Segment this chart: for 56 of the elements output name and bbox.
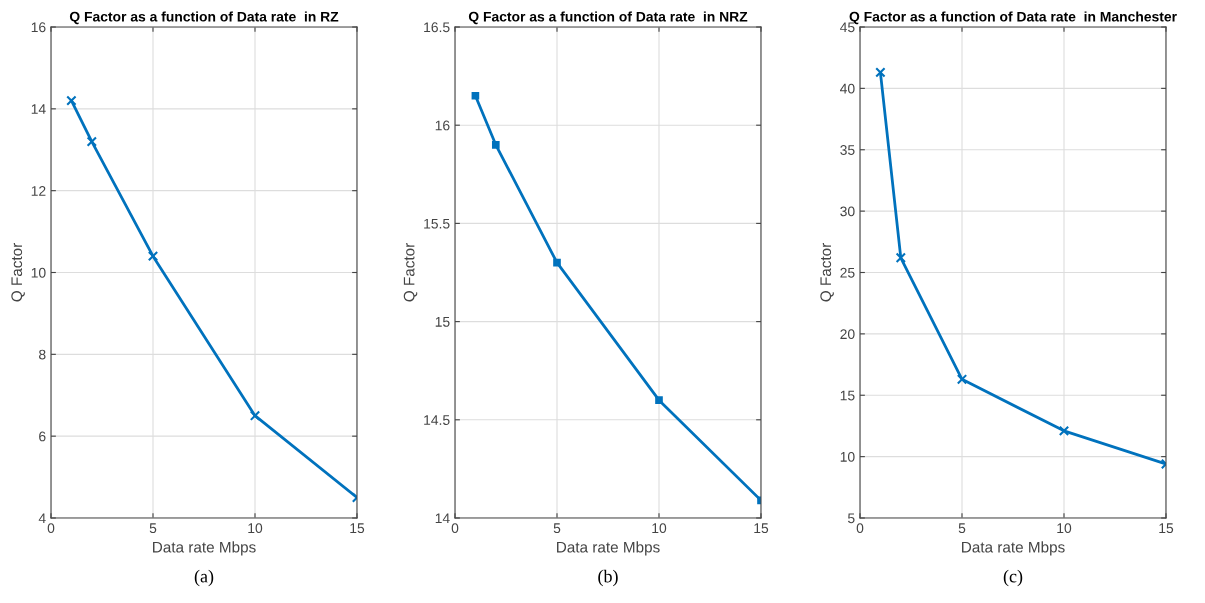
y-tick-label: 10	[31, 267, 46, 278]
y-tick-label: 16	[435, 120, 450, 131]
y-tick-label: 10	[840, 451, 855, 462]
text: (c)	[1003, 569, 1023, 587]
point	[86, 136, 98, 147]
y-tick-label: 14	[31, 104, 46, 114]
point	[655, 396, 663, 404]
y-tick-label: 6	[39, 431, 46, 442]
point	[553, 258, 561, 267]
text: (a)	[194, 569, 214, 587]
point	[147, 250, 159, 262]
y-tick-label: 15.5	[424, 218, 450, 229]
y-tick-label: 14.5	[424, 415, 450, 425]
x-tick-label: 15	[754, 523, 769, 534]
y-axis-title: Q Factor	[820, 243, 834, 302]
x-axis-title: Data rate Mbps	[557, 541, 660, 556]
point	[249, 410, 261, 421]
y-tick-label: 30	[840, 206, 855, 217]
x-tick-label: 15	[350, 523, 365, 534]
x-axis-title: Data rate Mbps	[153, 541, 256, 556]
y-tick-label: 4	[38, 513, 46, 524]
x-tick-label: 0	[856, 523, 864, 534]
point	[956, 374, 968, 385]
x-tick-label: 10	[652, 523, 667, 534]
y-tick-label: 14	[435, 513, 450, 524]
point	[875, 67, 886, 78]
x-tick-label: 10	[1057, 523, 1072, 534]
y-tick-label: 16.5	[424, 22, 450, 33]
y-tick-label: 35	[840, 145, 855, 155]
point	[471, 91, 480, 100]
x-tick-label: 0	[47, 523, 55, 534]
y-tick-label: 5	[847, 513, 855, 524]
x-tick-label: 5	[958, 523, 966, 534]
y-tick-label: 40	[840, 83, 855, 94]
text: (b)	[598, 569, 618, 587]
y-tick-label: 16	[31, 22, 46, 33]
chart-title: Q Factor as a function of Data rate in RZ	[69, 11, 339, 25]
x-tick-label: 5	[553, 523, 561, 534]
y-axis-title: Q Factor	[11, 243, 25, 302]
chart-title: Q Factor as a function of Data rate in NRZ	[468, 11, 748, 25]
point	[66, 95, 77, 106]
point	[491, 141, 500, 149]
x-tick-label: 10	[248, 523, 263, 534]
x-axis-title: Data rate Mbps	[962, 541, 1065, 556]
y-tick-label: 20	[840, 329, 855, 340]
point	[895, 252, 907, 263]
y-tick-label: 25	[840, 267, 855, 278]
y-tick-label: 15	[840, 390, 855, 401]
x-tick-label: 5	[149, 523, 157, 534]
y-tick-label: 15	[435, 317, 450, 327]
x-tick-label: 15	[1159, 523, 1174, 534]
point	[1058, 425, 1070, 437]
x-tick-label: 0	[451, 523, 459, 534]
y-tick-label: 12	[31, 186, 46, 196]
y-axis-title: Q Factor	[403, 243, 418, 302]
y-tick-label: 8	[39, 349, 46, 360]
